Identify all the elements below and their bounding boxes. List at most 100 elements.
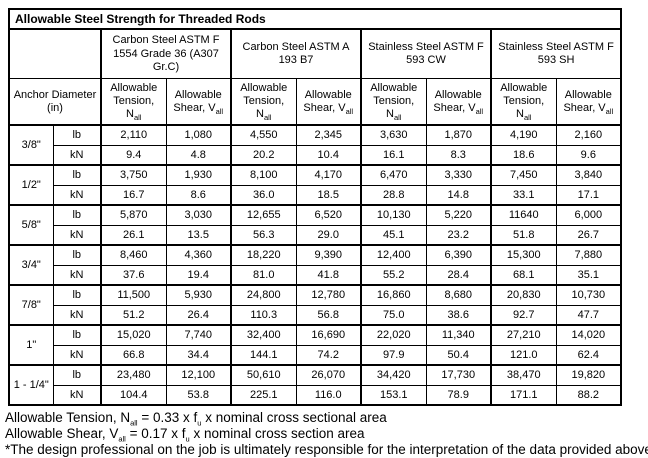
tension-label: Allowable Tension, N [500,82,548,121]
footnote-shear-formula: Allowable Shear, Vall = 0.17 x fu x nomi… [5,426,648,444]
value-cell: 2,160 [555,124,622,146]
subscript-all: all [523,113,532,123]
value-cell: 18.5 [295,184,362,206]
value-cell: 53.8 [165,384,232,406]
value-cell: 225.1 [230,384,297,406]
value-cell: 56.8 [295,304,362,326]
value-cell: 14.8 [425,184,492,206]
anchor-diameter-cell: 7/8" [8,284,54,326]
table-row: 1/2" lb 3,750 1,930 8,100 4,170 6,470 3,330 7,45… [8,164,622,206]
value-cell: 110.3 [230,304,297,326]
value-cell: 47.7 [555,304,622,326]
value-cell: 16.7 [100,184,167,206]
value-cell: 5,220 [425,204,492,226]
value-cell: 9.4 [100,144,167,166]
value-cell: 3,030 [165,204,232,226]
value-cell: 2,345 [295,124,362,146]
table-row: kN 66.8 34.4 144.1 74.2 97.9 50.4 121.0 62.4 [9,344,622,366]
value-cell: 11,500 [100,284,167,306]
value-cell: 18.6 [490,144,557,166]
footnote-text: Allowable Shear, V [5,426,119,442]
value-cell: 97.9 [360,344,427,366]
tension-label: Allowable Tension, N [110,82,158,121]
unit-cell-lb: lb [52,284,102,306]
value-cell: 26.7 [555,224,622,246]
anchor-diameter-cell: 1/2" [8,164,54,206]
value-cell: 28.8 [360,184,427,206]
value-cell: 104.4 [100,384,167,406]
value-cell: 10,130 [360,204,427,226]
value-cell: 32,400 [230,324,297,346]
footnote-text: = 0.33 x f [137,410,198,426]
value-cell: 8,680 [425,284,492,306]
value-cell: 56.3 [230,224,297,246]
value-cell: 81.0 [230,264,297,286]
value-cell: 11640 [490,204,557,226]
value-cell: 15,020 [100,324,167,346]
group-header-row: Carbon Steel ASTM F 1554 Grade 36 (A307 … [8,28,622,80]
value-cell: 26,070 [295,364,362,386]
table-body: 3/8" lb 2,110 1,080 4,550 2,345 3,630 1,870 4,19… [8,124,622,406]
col-header-shear-2: Allowable Shear, Vall [295,78,362,127]
value-cell: 75.0 [360,304,427,326]
subscript-u: u [197,419,202,429]
table-row: kN 16.7 8.6 36.0 18.5 28.8 14.8 33.1 17.1 [9,184,622,206]
value-cell: 37.6 [100,264,167,286]
subscript-all: all [345,107,354,117]
value-cell: 38.6 [425,304,492,326]
value-cell: 38,470 [490,364,557,386]
table-row: kN 104.4 53.8 225.1 116.0 153.1 78.9 171.1 88.2 [9,384,622,406]
value-cell: 19.4 [165,264,232,286]
value-cell: 7,740 [165,324,232,346]
value-cell: 17,730 [425,364,492,386]
value-cell: 68.1 [490,264,557,286]
value-cell: 23,480 [100,364,167,386]
table-title: Allowable Steel Strength for Threaded Ro… [8,8,622,31]
value-cell: 8.6 [165,184,232,206]
value-cell: 3,630 [360,124,427,146]
value-cell: 3,750 [100,164,167,186]
value-cell: 2,110 [100,124,167,146]
title-row: Allowable Steel Strength for Threaded Ro… [8,8,622,31]
group-header-stainless-cw: Stainless Steel ASTM F 593 CW [360,28,492,80]
col-header-tension-4: Allowable Tension, Nall [490,78,557,127]
table-row: 1" lb 15,020 7,740 32,400 16,690 22,020 11,340 2… [8,324,622,366]
unit-cell-kn: kN [52,384,102,406]
footnote-tension-formula: Allowable Tension, Nall = 0.33 x fu x no… [5,410,648,429]
value-cell: 55.2 [360,264,427,286]
value-cell: 34.4 [165,344,232,366]
value-cell: 51.2 [100,304,167,326]
table-row: 7/8" lb 11,500 5,930 24,800 12,780 16,860 8,680… [8,284,622,326]
value-cell: 4,550 [230,124,297,146]
value-cell: 6,390 [425,244,492,266]
value-cell: 16.1 [360,144,427,166]
value-cell: 144.1 [230,344,297,366]
anchor-diameter-cell: 5/8" [8,204,54,246]
footnote-text: Allowable Tension, N [5,410,131,426]
value-cell: 45.1 [360,224,427,246]
value-cell: 4,170 [295,164,362,186]
subscript-u: u [185,434,190,444]
value-cell: 4.8 [165,144,232,166]
value-cell: 171.1 [490,384,557,406]
value-cell: 14,020 [555,324,622,346]
subscript-all: all [263,113,272,123]
value-cell: 27,210 [490,324,557,346]
value-cell: 17.1 [555,184,622,206]
value-cell: 12,400 [360,244,427,266]
unit-cell-kn: kN [52,184,102,206]
value-cell: 1,870 [425,124,492,146]
anchor-diameter-cell: 1 - 1/4" [8,364,54,406]
value-cell: 22,020 [360,324,427,346]
value-cell: 4,360 [165,244,232,266]
subscript-all: all [215,107,224,117]
value-cell: 3,840 [555,164,622,186]
table-row: 3/8" lb 2,110 1,080 4,550 2,345 3,630 1,870 4,19… [8,124,622,166]
value-cell: 26.1 [100,224,167,246]
value-cell: 29.0 [295,224,362,246]
subscript-all: all [393,113,402,123]
value-cell: 116.0 [295,384,362,406]
value-cell: 36.0 [230,184,297,206]
value-cell: 3,330 [425,164,492,186]
